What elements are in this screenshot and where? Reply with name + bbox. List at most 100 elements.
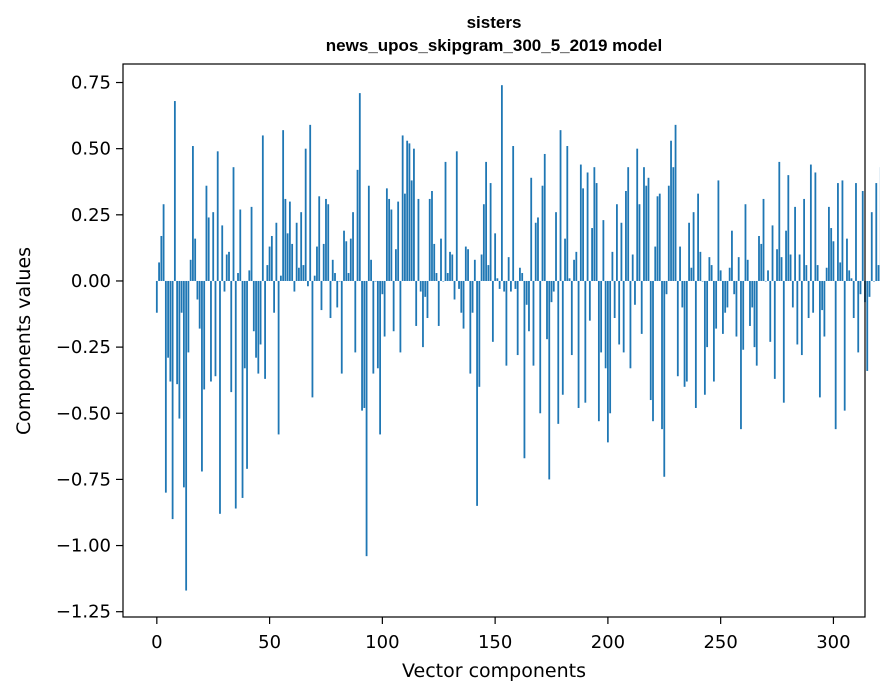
- bar-192: [588, 280, 591, 321]
- bar-165: [528, 280, 530, 332]
- bar-239: [694, 280, 697, 408]
- bar-2: [160, 235, 163, 281]
- y-axis-label: Components values: [13, 247, 35, 435]
- bar-90: [358, 93, 361, 281]
- bar-296: [823, 280, 826, 337]
- bar-73: [320, 280, 323, 311]
- bar-20: [201, 280, 203, 472]
- bar-176: [552, 280, 555, 292]
- bar-37: [239, 209, 242, 281]
- bar-15: [189, 259, 192, 281]
- bar-117: [419, 280, 422, 292]
- bar-240: [697, 193, 699, 281]
- bar-124: [435, 273, 438, 281]
- chart-title-line1: sisters: [467, 13, 522, 32]
- bar-236: [688, 222, 690, 281]
- bar-178: [557, 280, 560, 424]
- bar-225: [663, 280, 666, 477]
- bar-205: [618, 280, 621, 345]
- bar-217: [645, 185, 648, 281]
- bar-201: [609, 280, 612, 414]
- bar-301: [834, 280, 837, 430]
- x-axis-label: Vector components: [402, 660, 586, 682]
- bar-138: [467, 249, 469, 281]
- bar-125: [437, 280, 440, 326]
- bar-74: [322, 243, 325, 281]
- bar-67: [307, 280, 309, 287]
- y-tick-label: 0.75: [71, 73, 111, 94]
- bar-222: [656, 196, 659, 281]
- bar-313: [861, 191, 864, 281]
- bar-66: [304, 148, 307, 281]
- bar-57: [284, 198, 287, 281]
- bar-208: [625, 191, 627, 281]
- bar-5: [167, 280, 169, 358]
- y-axis: 0.75 0.50 0.25 0.00 −0.25 −0.50 −0.75 −1.00 −1.2…: [56, 73, 123, 623]
- bar-33: [230, 280, 233, 393]
- plot-frame: [122, 63, 866, 618]
- bar-43: [252, 280, 255, 332]
- bar-172: [543, 153, 546, 281]
- bar-81: [338, 280, 341, 282]
- bar-79: [334, 273, 336, 281]
- bar-181: [564, 238, 566, 281]
- bar-135: [460, 280, 463, 313]
- bar-285: [798, 254, 801, 281]
- bar-55: [279, 275, 282, 281]
- bar-107: [397, 201, 400, 281]
- bar-69: [311, 280, 314, 398]
- bar-167: [532, 280, 535, 366]
- bar-173: [546, 280, 548, 340]
- bar-23: [207, 217, 210, 281]
- bar-58: [286, 233, 289, 281]
- y-tick-label: −0.75: [56, 469, 111, 490]
- bar-286: [800, 280, 803, 356]
- bar-281: [789, 254, 792, 281]
- bar-68: [309, 124, 312, 281]
- bar-50: [268, 246, 271, 281]
- bar-227: [667, 185, 670, 281]
- bar-143: [478, 280, 481, 387]
- bar-260: [742, 280, 745, 350]
- bar-16: [192, 146, 194, 281]
- bar-200: [606, 280, 609, 443]
- bar-154: [503, 280, 506, 292]
- bar-174: [548, 280, 551, 480]
- bar-212: [634, 280, 636, 305]
- bar-237: [690, 267, 693, 281]
- bar-223: [658, 193, 661, 281]
- bar-273: [771, 225, 774, 281]
- bar-312: [859, 280, 862, 295]
- bar-184: [570, 280, 573, 356]
- bar-59: [288, 201, 291, 281]
- bar-245: [708, 257, 711, 281]
- bar-183: [568, 278, 571, 281]
- bar-299: [830, 228, 833, 281]
- bar-315: [866, 280, 869, 371]
- bar-61: [293, 280, 296, 292]
- bar-34: [232, 167, 235, 281]
- bar-60: [291, 243, 294, 281]
- bar-270: [764, 280, 767, 282]
- y-tick-label: 0.00: [71, 271, 111, 292]
- bar-26: [214, 280, 217, 377]
- x-tick-label: 0: [151, 632, 162, 653]
- bar-75: [325, 198, 327, 281]
- bar-297: [825, 267, 828, 281]
- bar-280: [787, 175, 790, 281]
- bar-216: [643, 167, 645, 281]
- bar-158: [512, 146, 515, 281]
- bar-85: [347, 273, 350, 281]
- bar-148: [489, 183, 492, 281]
- bar-30: [223, 280, 226, 292]
- bar-63: [298, 267, 300, 281]
- bar-206: [620, 222, 623, 281]
- bar-232: [679, 246, 681, 281]
- bar-89: [356, 169, 359, 281]
- bar-28: [219, 280, 221, 514]
- bar-42: [250, 206, 253, 281]
- bar-70: [313, 275, 316, 281]
- bar-140: [471, 280, 474, 313]
- bar-196: [597, 280, 600, 422]
- bar-191: [586, 172, 589, 281]
